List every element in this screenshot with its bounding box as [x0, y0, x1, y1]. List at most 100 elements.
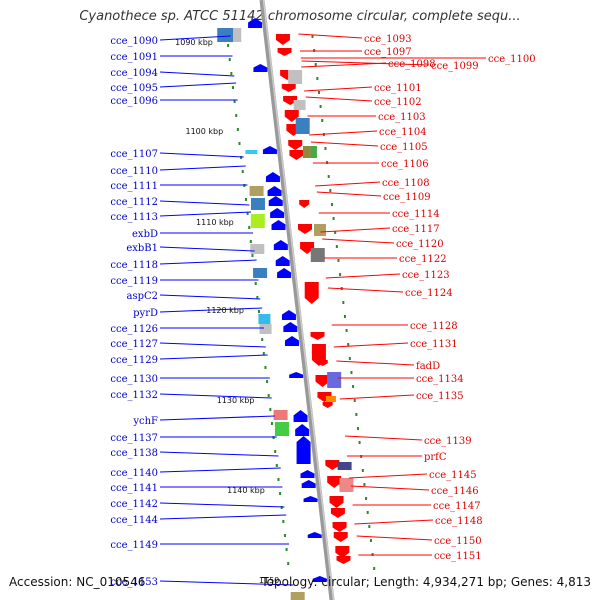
leader-line	[350, 485, 430, 491]
leader-line	[159, 35, 231, 41]
gene-box	[310, 248, 325, 262]
gene-label-left: cce_1111	[110, 181, 158, 192]
tick-mark	[233, 100, 236, 103]
tick-mark	[231, 86, 234, 89]
leader-line	[309, 130, 378, 136]
gene-box	[250, 214, 265, 228]
tick-mark	[368, 525, 371, 528]
gene-box	[273, 410, 288, 420]
gene-label-right: cce_1102	[374, 97, 422, 108]
accession-text: Accession: NC_010546	[9, 575, 146, 589]
gene-label-right: cce_1151	[434, 551, 482, 562]
leader-line	[322, 238, 395, 244]
gene-label-left: cce_1126	[110, 324, 158, 335]
gene-arrow-forward	[335, 546, 350, 558]
tick-mark	[251, 254, 254, 257]
gene-box	[327, 372, 342, 388]
tick-mark	[329, 189, 332, 192]
gene-label-left: cce_1129	[110, 355, 158, 366]
leader-line	[159, 246, 255, 252]
gene-arrow-reverse	[296, 436, 311, 464]
gene-arrow-forward	[333, 532, 348, 542]
kbp-label: 1140 kbp	[227, 486, 265, 495]
gene-label-right: cce_1146	[431, 486, 479, 497]
leader-line	[159, 393, 272, 399]
tick-mark	[369, 539, 372, 542]
gene-label-left: aspC2	[126, 291, 158, 302]
tick-mark	[358, 441, 361, 444]
leader-line	[354, 519, 434, 525]
leader-line	[159, 451, 279, 457]
gene-arrow-forward	[284, 110, 299, 122]
gene-box	[337, 462, 352, 470]
gene-label-right: cce_1123	[402, 270, 450, 281]
tick-mark	[287, 562, 290, 565]
gene-arrow-forward	[330, 508, 345, 518]
gene-arrow-forward	[304, 282, 319, 304]
gene-label-left: cce_1118	[110, 260, 158, 271]
leader-line	[356, 535, 433, 541]
gene-arrow-reverse	[300, 470, 315, 478]
tick-mark	[355, 413, 358, 416]
tick-mark	[236, 128, 239, 131]
leader-line	[320, 227, 391, 233]
tick-mark	[337, 259, 340, 262]
gene-box	[295, 118, 310, 134]
gene-label-right: cce_1145	[429, 470, 477, 481]
gene-label-left: cce_1112	[110, 197, 158, 208]
gene-arrow-reverse	[277, 268, 292, 278]
gene-label-right: cce_1100	[488, 54, 536, 65]
tick-mark	[274, 450, 277, 453]
gene-arrow-forward	[315, 375, 330, 387]
gene-arrow-reverse	[262, 146, 277, 154]
gene-box	[258, 314, 271, 324]
gene-label-left: cce_1094	[110, 68, 158, 79]
gene-label-left: cce_1130	[110, 374, 158, 385]
chromosome-backbone	[259, 0, 335, 600]
tick-mark	[244, 198, 247, 201]
tick-mark	[352, 385, 355, 388]
gene-label-left: cce_1153	[110, 577, 158, 588]
leader-line	[348, 473, 428, 479]
gene-label-left: ychF	[132, 416, 158, 427]
gene-arrow-forward	[329, 496, 344, 508]
tick-mark	[257, 310, 260, 313]
gene-label-right: cce_1148	[435, 516, 483, 527]
tick-mark	[373, 567, 376, 570]
tick-mark	[347, 343, 350, 346]
tick-mark	[235, 114, 238, 117]
backbone-line	[259, 0, 335, 600]
gene-arrow-forward	[275, 34, 290, 45]
tick-mark	[348, 357, 351, 360]
kbp-label: 1150	[259, 576, 279, 585]
gene-label-right: cce_1124	[405, 288, 453, 299]
gene-box	[302, 146, 311, 158]
gene-arrow-reverse	[275, 256, 290, 266]
leader-line	[159, 514, 287, 520]
tick-mark	[275, 464, 278, 467]
gene-label-left: cce_1110	[110, 166, 158, 177]
tick-mark	[335, 245, 338, 248]
gene-label-left: cce_1149	[110, 540, 158, 551]
gene-label-right: cce_1134	[416, 374, 464, 385]
tick-mark	[279, 492, 282, 495]
gene-box	[313, 224, 326, 236]
gene-box	[325, 396, 336, 402]
tick-mark	[227, 44, 230, 47]
gene-arrow-forward	[322, 402, 333, 408]
tick-mark	[238, 142, 241, 145]
gene-arrow-forward	[332, 522, 347, 532]
map-title: Cyanothece sp. ATCC 51142 chromosome cir…	[79, 9, 521, 24]
kbp-label: 1120 kbp	[206, 306, 244, 315]
gene-label-right: cce_1109	[383, 192, 431, 203]
leader-line	[327, 287, 404, 293]
gene-arrow-forward	[297, 224, 312, 234]
tick-mark	[345, 329, 348, 332]
gene-arrow-reverse	[253, 64, 268, 72]
leader-line	[333, 342, 409, 348]
leader-line	[316, 191, 382, 197]
tick-mark	[248, 226, 251, 229]
tick-mark	[343, 315, 346, 318]
gene-label-left: cce_1138	[110, 448, 158, 459]
